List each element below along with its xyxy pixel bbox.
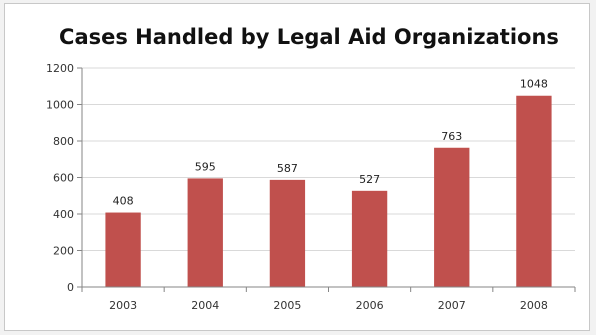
- axes: [77, 67, 576, 292]
- y-tick-label: 600: [53, 172, 74, 185]
- data-label: 527: [359, 173, 380, 186]
- bar: [187, 178, 223, 287]
- gridlines: [82, 67, 575, 251]
- bar: [516, 95, 552, 288]
- y-tick-label: 0: [67, 281, 74, 294]
- y-tick-label: 400: [53, 208, 74, 221]
- data-labels: 408 595 587 527 763 1048: [113, 78, 548, 208]
- chart-title: Cases Handled by Legal Aid Organizations: [59, 25, 559, 49]
- x-tick-label: 2006: [356, 299, 384, 312]
- bar: [105, 212, 141, 287]
- x-tick-label: 2004: [191, 299, 219, 312]
- x-tick-label: 2007: [438, 299, 466, 312]
- x-tick-labels: 2003 2004 2005 2006 2007 2008: [109, 299, 548, 312]
- x-tick-label: 2008: [520, 299, 548, 312]
- data-label: 408: [113, 195, 134, 208]
- bars: [105, 95, 552, 288]
- data-label: 1048: [520, 78, 548, 91]
- bar-chart: Cases Handled by Legal Aid Organizations…: [46, 25, 576, 312]
- data-label: 595: [195, 160, 216, 173]
- data-label: 763: [441, 130, 462, 143]
- chart-frame: Cases Handled by Legal Aid Organizations…: [4, 3, 590, 331]
- y-tick-labels: 0 200 400 600 800 1000 1200: [46, 62, 74, 294]
- x-tick-label: 2003: [109, 299, 137, 312]
- y-tick-label: 1200: [46, 62, 74, 75]
- y-tick-label: 800: [53, 135, 74, 148]
- bar: [351, 190, 388, 287]
- bar: [269, 179, 306, 287]
- x-tick-label: 2005: [273, 299, 301, 312]
- y-tick-label: 1000: [46, 99, 74, 112]
- y-tick-label: 200: [53, 245, 74, 258]
- bar: [434, 147, 470, 287]
- data-label: 587: [277, 162, 298, 175]
